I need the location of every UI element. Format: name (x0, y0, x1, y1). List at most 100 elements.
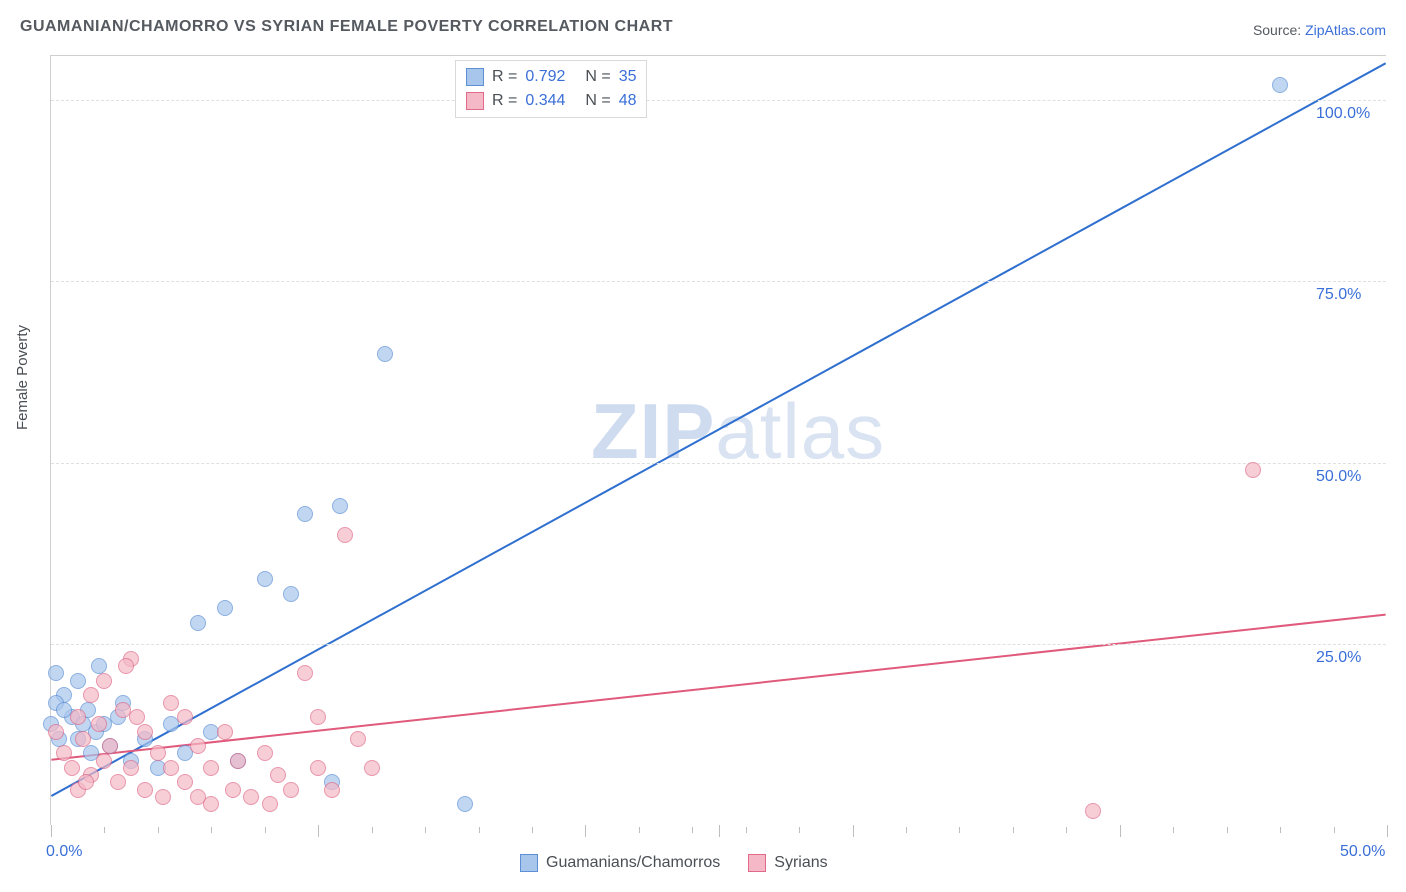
x-tick-minor (104, 827, 105, 833)
data-point-syr (70, 709, 86, 725)
legend-series-label-syr: Syrians (774, 854, 827, 872)
x-tick-minor (639, 827, 640, 833)
x-tick-minor (799, 827, 800, 833)
legend-series-item-syr: Syrians (748, 854, 827, 872)
x-tick-minor (1173, 827, 1174, 833)
x-tick-minor (1066, 827, 1067, 833)
y-tick-label: 75.0% (1316, 286, 1361, 304)
gridline-h (51, 463, 1386, 464)
data-point-syr (324, 782, 340, 798)
x-tick-minor (692, 827, 693, 833)
data-point-syr (123, 760, 139, 776)
data-point-guam (1272, 77, 1288, 93)
legend-swatch-syr (466, 92, 484, 110)
x-tick-label: 0.0% (46, 843, 82, 861)
plot-area: ZIPatlas (50, 55, 1386, 825)
data-point-syr (177, 774, 193, 790)
data-point-guam (257, 571, 273, 587)
x-tick-minor (1013, 827, 1014, 833)
data-point-syr (262, 796, 278, 812)
data-point-guam (332, 498, 348, 514)
data-point-guam (377, 346, 393, 362)
data-point-syr (203, 796, 219, 812)
data-point-syr (91, 716, 107, 732)
data-point-guam (48, 665, 64, 681)
data-point-syr (64, 760, 80, 776)
regression-line-guam (51, 63, 1385, 796)
data-point-syr (243, 789, 259, 805)
data-point-syr (177, 709, 193, 725)
source-link[interactable]: ZipAtlas.com (1305, 22, 1386, 38)
gridline-h (51, 281, 1386, 282)
data-point-syr (96, 753, 112, 769)
legend-series-item-guam: Guamanians/Chamorros (520, 854, 720, 872)
data-point-guam (217, 600, 233, 616)
x-tick-minor (372, 827, 373, 833)
x-tick-minor (1334, 827, 1335, 833)
x-tick-minor (746, 827, 747, 833)
legend-N-label: N = (585, 92, 610, 110)
data-point-syr (96, 673, 112, 689)
source-prefix: Source: (1253, 22, 1305, 38)
data-point-syr (83, 687, 99, 703)
legend-N-value-syr: 48 (619, 92, 637, 110)
regression-lines (51, 56, 1386, 825)
data-point-syr (78, 774, 94, 790)
x-tick-major (1120, 825, 1121, 837)
data-point-guam (190, 615, 206, 631)
x-tick-minor (265, 827, 266, 833)
data-point-guam (457, 796, 473, 812)
legend-stat-row-guam: R =0.792N =35 (466, 65, 636, 89)
y-axis-label: Female Poverty (14, 325, 31, 430)
data-point-syr (56, 745, 72, 761)
legend-R-value-guam: 0.792 (525, 68, 577, 86)
data-point-syr (217, 724, 233, 740)
data-point-syr (129, 709, 145, 725)
legend-swatch-guam (466, 68, 484, 86)
x-tick-major (719, 825, 720, 837)
legend-R-label: R = (492, 68, 517, 86)
x-tick-minor (479, 827, 480, 833)
data-point-syr (155, 789, 171, 805)
legend-series: Guamanians/Chamorros Syrians (520, 854, 828, 872)
source-attribution: Source: ZipAtlas.com (1253, 22, 1386, 38)
data-point-syr (48, 724, 64, 740)
x-tick-minor (211, 827, 212, 833)
x-tick-minor (1227, 827, 1228, 833)
data-point-syr (163, 760, 179, 776)
data-point-syr (75, 731, 91, 747)
x-tick-major (853, 825, 854, 837)
legend-stat-row-syr: R =0.344N =48 (466, 89, 636, 113)
data-point-syr (230, 753, 246, 769)
data-point-syr (1085, 803, 1101, 819)
x-tick-minor (959, 827, 960, 833)
data-point-syr (283, 782, 299, 798)
legend-series-label-guam: Guamanians/Chamorros (546, 854, 720, 872)
legend-N-value-guam: 35 (619, 68, 637, 86)
data-point-guam (283, 586, 299, 602)
regression-line-syr (51, 615, 1385, 760)
gridline-h (51, 100, 1386, 101)
data-point-syr (102, 738, 118, 754)
gridline-h (51, 644, 1386, 645)
data-point-syr (110, 774, 126, 790)
x-tick-minor (1280, 827, 1281, 833)
data-point-syr (1245, 462, 1261, 478)
x-tick-major (1387, 825, 1388, 837)
data-point-syr (337, 527, 353, 543)
data-point-syr (118, 658, 134, 674)
data-point-guam (70, 673, 86, 689)
data-point-syr (310, 760, 326, 776)
y-tick-label: 25.0% (1316, 649, 1361, 667)
legend-stats-box: R =0.792N =35R =0.344N =48 (455, 60, 647, 118)
x-tick-minor (532, 827, 533, 833)
data-point-syr (364, 760, 380, 776)
x-tick-label: 50.0% (1340, 843, 1385, 861)
data-point-syr (163, 695, 179, 711)
data-point-syr (137, 724, 153, 740)
y-tick-label: 100.0% (1316, 105, 1370, 123)
x-tick-minor (906, 827, 907, 833)
x-tick-minor (158, 827, 159, 833)
legend-R-value-syr: 0.344 (525, 92, 577, 110)
data-point-syr (350, 731, 366, 747)
